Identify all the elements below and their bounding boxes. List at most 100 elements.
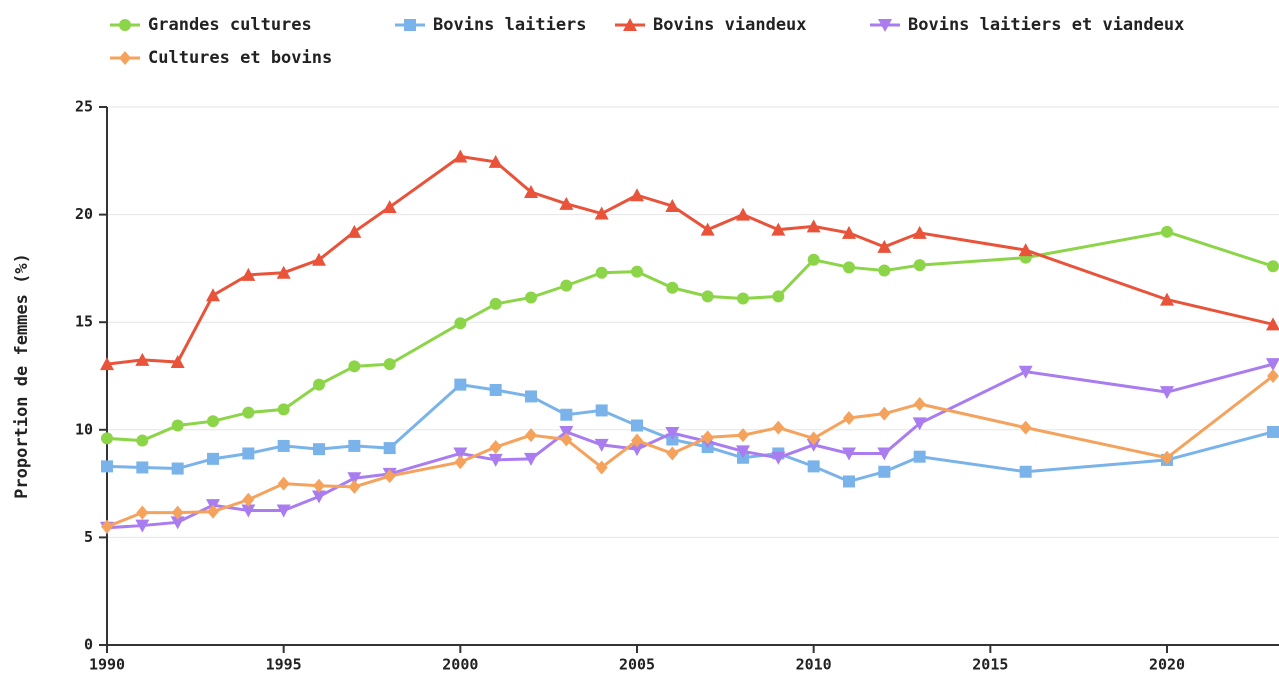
point	[276, 504, 291, 518]
point	[877, 447, 892, 461]
point	[276, 265, 291, 279]
point	[737, 428, 749, 443]
point	[383, 358, 396, 371]
y-tick-label: 20	[75, 205, 93, 223]
point	[488, 453, 503, 467]
point	[524, 452, 538, 466]
point	[878, 406, 891, 421]
point	[843, 261, 855, 274]
point	[207, 504, 219, 519]
point	[1019, 465, 1032, 478]
point	[630, 188, 644, 202]
point	[382, 200, 397, 214]
y-tick-label: 25	[75, 98, 93, 116]
legend-marker	[878, 19, 892, 32]
point	[666, 446, 679, 461]
point	[736, 207, 750, 221]
series-line	[106, 154, 1274, 366]
point	[595, 266, 608, 279]
point	[277, 403, 290, 416]
point	[136, 505, 149, 520]
point	[842, 225, 856, 239]
x-tick-label: 2010	[796, 656, 832, 674]
point	[1161, 225, 1173, 238]
point	[454, 317, 467, 330]
point	[594, 438, 609, 452]
point	[913, 396, 926, 411]
point	[594, 206, 609, 220]
point	[771, 222, 786, 236]
point	[1267, 425, 1279, 438]
point	[807, 253, 820, 266]
point	[631, 419, 643, 432]
point	[842, 447, 856, 461]
point	[665, 427, 680, 441]
point	[136, 461, 149, 474]
point	[843, 410, 855, 425]
point	[595, 404, 608, 417]
point	[1160, 386, 1174, 400]
point	[631, 265, 643, 278]
y-tick-label: 5	[84, 528, 93, 546]
point	[701, 290, 714, 303]
point	[101, 519, 113, 534]
point	[100, 357, 114, 371]
legend-marker	[404, 19, 416, 31]
point	[313, 378, 325, 391]
point	[559, 196, 574, 210]
point	[489, 297, 502, 310]
x-tick-label: 2005	[619, 656, 655, 674]
legend-marker	[119, 19, 131, 31]
point	[525, 428, 537, 443]
point	[488, 154, 503, 168]
point	[242, 492, 255, 507]
point	[1019, 420, 1032, 435]
point	[454, 378, 467, 391]
point	[560, 408, 573, 421]
point	[383, 469, 396, 484]
point	[771, 451, 786, 465]
point	[700, 222, 715, 236]
point	[207, 452, 219, 465]
point	[736, 445, 750, 459]
y-tick-label: 0	[84, 636, 93, 654]
point	[348, 479, 361, 494]
point	[631, 433, 643, 448]
point	[525, 291, 537, 304]
point	[1018, 243, 1033, 257]
x-tick-label: 1990	[89, 656, 125, 674]
point	[913, 259, 926, 272]
point	[101, 432, 113, 445]
point	[559, 425, 574, 439]
point	[560, 279, 573, 292]
point	[277, 476, 290, 491]
point	[241, 504, 256, 518]
legend-marker	[623, 18, 637, 31]
x-tick-label: 2000	[442, 656, 478, 674]
point	[807, 460, 820, 473]
legend-marker	[119, 51, 131, 65]
point	[665, 198, 680, 212]
point	[878, 465, 891, 478]
series-line	[106, 374, 1274, 529]
point	[170, 355, 185, 369]
point	[807, 431, 820, 446]
point	[348, 360, 361, 373]
x-tick-label: 1995	[266, 656, 302, 674]
point	[877, 239, 892, 253]
series-line	[106, 383, 1274, 484]
point	[383, 442, 396, 455]
legend-label: Cultures et bovins	[148, 48, 332, 68]
y-axis-label: Proportion de femmes (%)	[12, 253, 32, 499]
point	[454, 455, 467, 470]
point	[772, 420, 785, 435]
point	[453, 447, 468, 461]
point	[312, 252, 326, 266]
point	[772, 290, 785, 303]
point	[489, 383, 502, 396]
point	[241, 267, 256, 281]
point	[170, 516, 185, 530]
point	[525, 390, 537, 403]
point	[912, 225, 927, 239]
